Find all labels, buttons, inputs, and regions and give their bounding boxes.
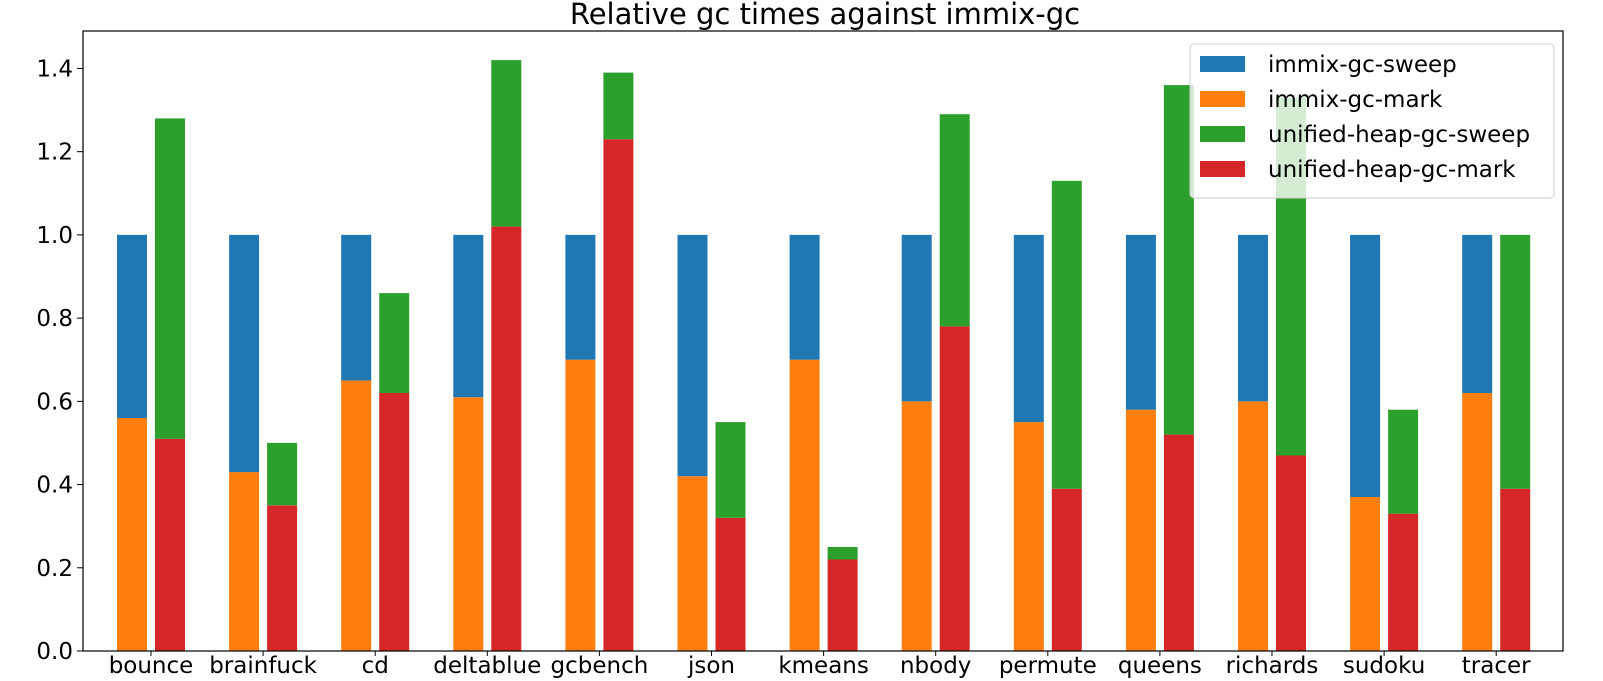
x-tick-label: nbody [900, 653, 971, 679]
bar-unified-heap-gc-mark-richards [1276, 455, 1306, 651]
x-tick-label: tracer [1462, 653, 1531, 679]
bar-unified-heap-gc-mark-nbody [939, 326, 970, 651]
ticks-layer: bounce brainfuck cd deltablue gcbench json kme… [36, 56, 1531, 679]
x-tick-label: cd [362, 653, 389, 679]
y-tick-label: 0.2 [36, 556, 73, 582]
legend-label: unified-heap-gc-mark [1268, 157, 1516, 183]
bar-immix-gc-mark-richards [1238, 401, 1268, 651]
legend-swatch [1200, 91, 1245, 107]
bar-unified-heap-gc-mark-bounce [155, 438, 185, 651]
bars-layer [117, 60, 1531, 651]
bar-immix-gc-sweep-kmeans [789, 234, 820, 360]
bar-immix-gc-sweep-gcbench [565, 234, 596, 360]
plot-frame [82, 30, 1564, 652]
bar-unified-heap-gc-mark-json [715, 517, 746, 651]
x-tick-label: richards [1226, 653, 1319, 679]
chart-title: Relative gc times against immix-gc [570, 0, 1080, 31]
bar-unified-heap-gc-sweep-queens [1163, 85, 1194, 435]
y-tick-label: 0.8 [36, 306, 73, 332]
x-tick-label: deltablue [433, 653, 541, 679]
bar-immix-gc-mark-brainfuck [229, 472, 260, 651]
legend-swatch [1200, 126, 1245, 142]
y-tick-label: 1.2 [36, 140, 73, 166]
x-tick-label: brainfuck [209, 653, 317, 679]
bar-unified-heap-gc-mark-kmeans [827, 559, 858, 651]
bar-unified-heap-gc-sweep-cd [379, 293, 410, 393]
bar-unified-heap-gc-sweep-bounce [155, 118, 185, 439]
bar-immix-gc-mark-sudoku [1350, 497, 1381, 651]
x-tick-label: queens [1118, 653, 1202, 679]
bar-immix-gc-sweep-brainfuck [229, 234, 260, 473]
bar-immix-gc-sweep-cd [341, 234, 372, 381]
x-tick-label: permute [999, 653, 1097, 679]
x-tick-label: gcbench [551, 653, 649, 679]
bar-unified-heap-gc-mark-sudoku [1388, 513, 1419, 651]
bar-unified-heap-gc-mark-permute [1051, 488, 1082, 651]
legend-swatch [1200, 56, 1245, 72]
bar-immix-gc-sweep-deltablue [453, 234, 484, 398]
bar-unified-heap-gc-sweep-gcbench [603, 72, 634, 140]
x-tick-label: sudoku [1343, 653, 1425, 679]
bar-unified-heap-gc-sweep-sudoku [1388, 409, 1419, 514]
bar-unified-heap-gc-sweep-permute [1051, 180, 1082, 489]
legend-swatch [1200, 161, 1245, 177]
bar-unified-heap-gc-mark-brainfuck [267, 505, 298, 651]
axes-layer [82, 30, 1564, 652]
legend-label: unified-heap-gc-sweep [1268, 122, 1530, 148]
bar-immix-gc-sweep-json [677, 234, 708, 477]
bar-immix-gc-mark-permute [1013, 422, 1044, 651]
y-tick-label: 0.4 [36, 473, 73, 499]
bar-unified-heap-gc-sweep-deltablue [491, 60, 522, 227]
bar-unified-heap-gc-mark-gcbench [603, 139, 634, 651]
legend-label: immix-gc-sweep [1268, 52, 1457, 78]
bar-immix-gc-sweep-nbody [901, 234, 932, 402]
legend: immix-gc-sweep immix-gc-mark unified-heap-… [1189, 43, 1555, 199]
bar-immix-gc-sweep-sudoku [1350, 234, 1381, 497]
bar-immix-gc-mark-gcbench [565, 359, 596, 651]
bar-immix-gc-sweep-bounce [117, 234, 147, 418]
bar-immix-gc-mark-kmeans [789, 359, 820, 651]
legend-label: immix-gc-mark [1268, 87, 1443, 113]
bar-unified-heap-gc-sweep-kmeans [827, 547, 858, 560]
bar-unified-heap-gc-sweep-tracer [1500, 234, 1531, 489]
bar-immix-gc-sweep-permute [1013, 234, 1044, 423]
bar-unified-heap-gc-sweep-json [715, 422, 746, 518]
y-tick-label: 1.4 [36, 56, 73, 82]
bar-immix-gc-sweep-tracer [1462, 234, 1493, 393]
bar-immix-gc-mark-deltablue [453, 397, 484, 651]
bar-unified-heap-gc-mark-queens [1163, 434, 1194, 651]
x-tick-label: json [687, 653, 735, 679]
y-tick-label: 0.6 [36, 389, 73, 415]
bar-unified-heap-gc-sweep-nbody [939, 114, 970, 327]
bar-unified-heap-gc-sweep-brainfuck [267, 442, 298, 506]
legend-box [1189, 43, 1555, 199]
bar-immix-gc-mark-queens [1125, 409, 1156, 651]
bar-immix-gc-mark-tracer [1462, 393, 1493, 651]
bar-immix-gc-mark-json [677, 476, 708, 651]
bar-immix-gc-mark-nbody [901, 401, 932, 651]
bar-unified-heap-gc-mark-tracer [1500, 488, 1531, 651]
x-tick-label: kmeans [778, 653, 869, 679]
x-tick-label: bounce [109, 653, 194, 679]
bar-unified-heap-gc-mark-deltablue [491, 226, 522, 651]
bar-immix-gc-sweep-queens [1125, 234, 1156, 410]
bar-immix-gc-sweep-richards [1238, 234, 1268, 402]
bar-immix-gc-mark-cd [341, 380, 372, 651]
y-tick-label: 1.0 [36, 223, 73, 249]
bar-unified-heap-gc-mark-cd [379, 393, 410, 651]
y-tick-label: 0.0 [36, 639, 73, 665]
bar-immix-gc-mark-bounce [117, 418, 147, 651]
